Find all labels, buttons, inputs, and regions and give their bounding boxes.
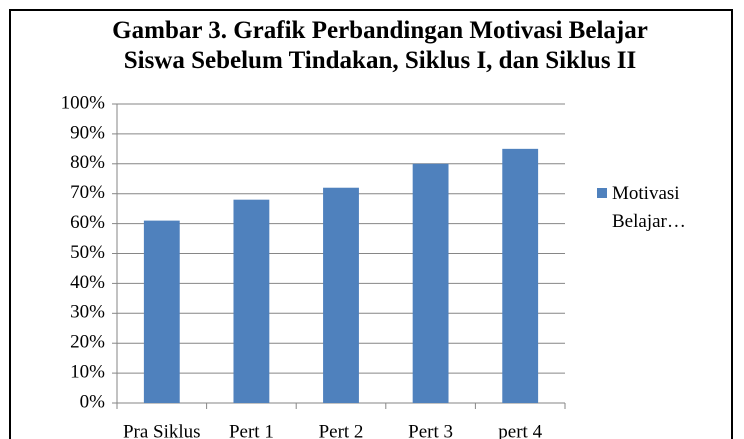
x-tick-label: pert 4: [498, 421, 542, 439]
x-tick-label: Pra Siklus: [123, 421, 201, 439]
y-tick-label: 100%: [61, 92, 106, 113]
y-tick-label: 0%: [80, 391, 106, 412]
bar: [323, 187, 359, 403]
legend-label: Motivasi Belajar…: [612, 183, 686, 232]
x-tick-label: Pert 2: [319, 421, 364, 439]
y-tick-label: 90%: [70, 122, 105, 143]
bar: [143, 220, 180, 403]
y-tick-label: 60%: [70, 212, 105, 233]
y-tick-label: 30%: [70, 302, 105, 323]
y-tick-label: 40%: [70, 272, 105, 293]
bar: [502, 148, 539, 403]
legend-swatch: [597, 188, 607, 198]
y-tick-label: 70%: [70, 182, 105, 203]
y-tick-label: 80%: [70, 152, 105, 173]
x-tick-label: Pert 1: [229, 421, 274, 439]
chart-title: Gambar 3. Grafik Perbandingan Motivasi B…: [112, 17, 648, 74]
frame: [9, 9, 733, 439]
bar: [412, 163, 449, 403]
bar: [233, 199, 270, 403]
y-tick-label: 20%: [70, 332, 105, 353]
x-tick-label: Pert 3: [408, 421, 453, 439]
y-tick-label: 10%: [70, 361, 105, 382]
y-tick-label: 50%: [70, 242, 105, 263]
